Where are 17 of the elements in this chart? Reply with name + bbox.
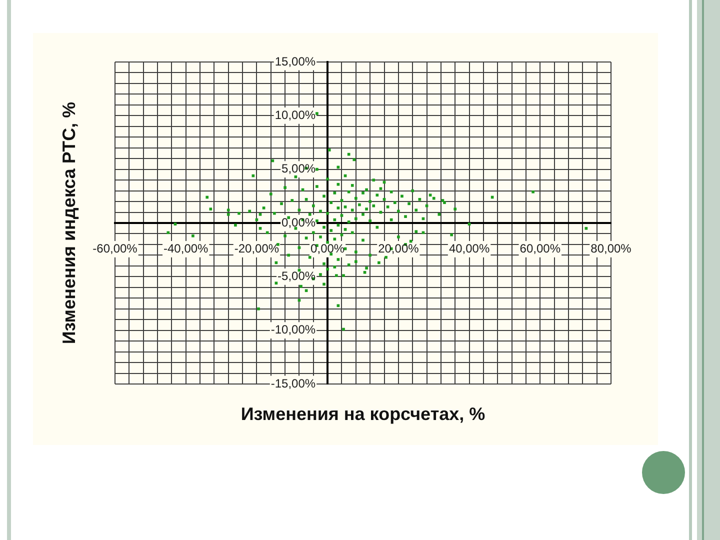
y-tick-label: -5,00%: [278, 268, 316, 283]
x-axis-title: Изменения на корсчетах, %: [240, 404, 486, 424]
y-tick-label: -10,00%: [270, 322, 316, 337]
y-tick-label: 5,00%: [282, 162, 316, 176]
x-tick-label: 60,00%: [520, 242, 561, 256]
y-axis-title: Изменения индекса РТС, %: [58, 102, 79, 344]
x-tick-label: -40,00%: [164, 242, 209, 256]
x-tick-label: 80,00%: [590, 242, 632, 256]
y-tick-label: -15,00%: [270, 376, 316, 390]
y-tick-label: 0,00%: [282, 215, 316, 230]
x-tick-label: 40,00%: [448, 242, 490, 256]
x-tick-label: -60,00%: [92, 242, 138, 256]
y-tick-label: 10,00%: [274, 108, 316, 122]
x-tick-label: 0,00%: [310, 242, 345, 256]
x-tick-label: -20,00%: [234, 242, 280, 256]
y-tick-label: 15,00%: [274, 54, 316, 68]
x-tick-label: 20,00%: [378, 242, 420, 256]
